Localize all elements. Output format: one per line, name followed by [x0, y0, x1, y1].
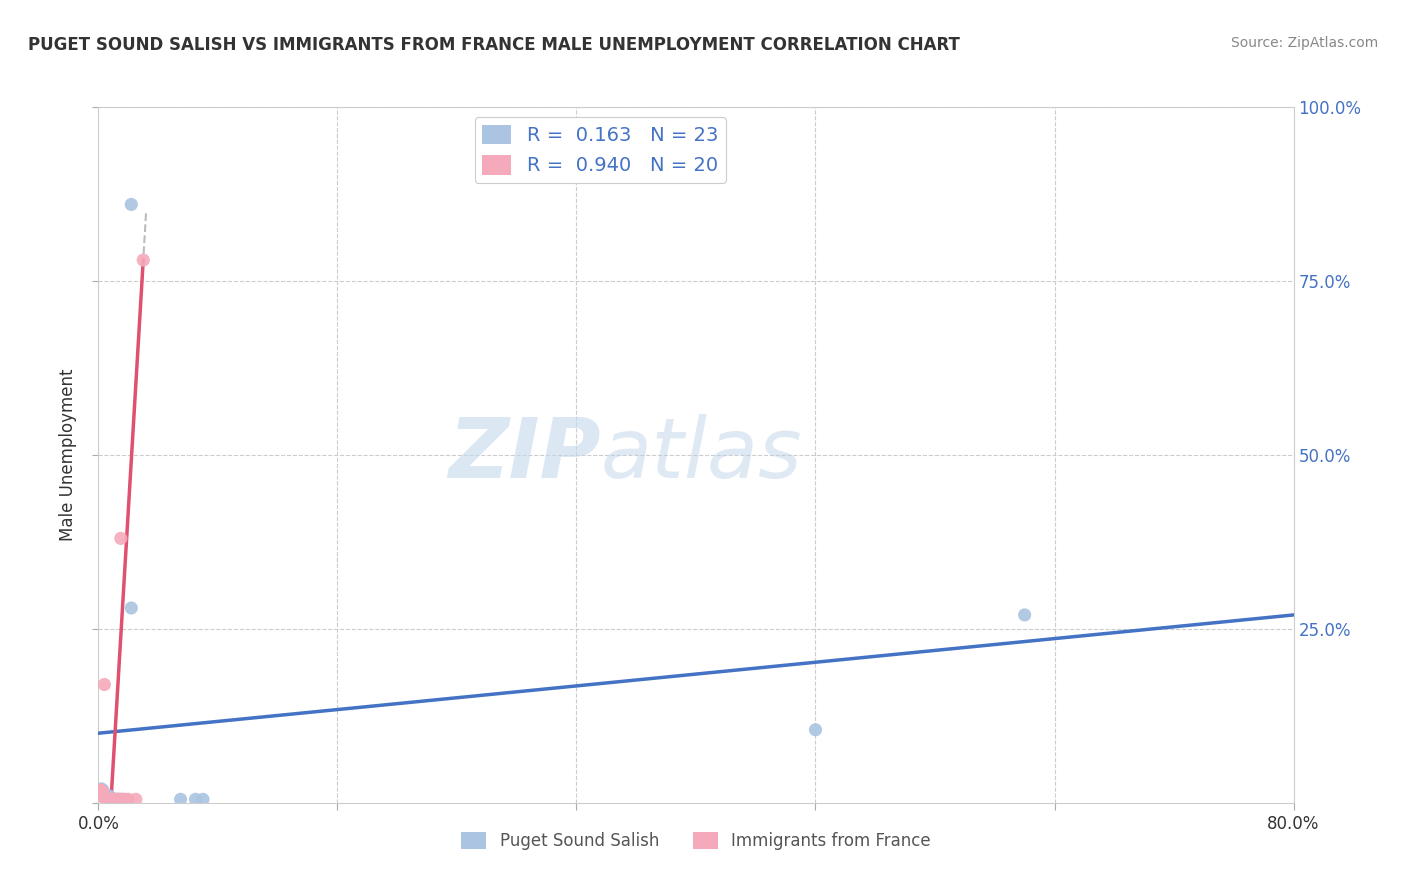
Point [98, 792, 122, 806]
Point [114, 792, 136, 806]
Text: PUGET SOUND SALISH VS IMMIGRANTS FROM FRANCE MALE UNEMPLOYMENT CORRELATION CHART: PUGET SOUND SALISH VS IMMIGRANTS FROM FR… [28, 36, 960, 54]
Point [120, 601, 142, 615]
Point [89, 789, 111, 803]
Point [1014, 607, 1036, 622]
Text: Source: ZipAtlas.com: Source: ZipAtlas.com [1230, 36, 1378, 50]
Point [90, 781, 112, 796]
Point [184, 792, 207, 806]
Point [91, 785, 114, 799]
Point [94, 789, 117, 803]
Point [97, 789, 120, 803]
Point [191, 792, 214, 806]
Point [111, 792, 134, 806]
Point [101, 792, 124, 806]
Point [117, 792, 139, 806]
Point [101, 792, 124, 806]
Y-axis label: Male Unemployment: Male Unemployment [59, 368, 77, 541]
Point [108, 792, 131, 806]
Point [110, 532, 132, 546]
Point [89, 783, 111, 797]
Point [107, 792, 129, 806]
Point [132, 253, 155, 268]
Point [105, 792, 128, 806]
Point [91, 788, 114, 802]
Point [98, 790, 122, 805]
Point [96, 790, 118, 805]
Point [804, 723, 827, 737]
Point [93, 677, 115, 691]
Point [105, 792, 128, 806]
Point [98, 792, 122, 806]
Point [111, 792, 134, 806]
Point [90, 783, 112, 797]
Text: atlas: atlas [600, 415, 801, 495]
Legend: Puget Sound Salish, Immigrants from France: Puget Sound Salish, Immigrants from Fran… [454, 826, 938, 857]
Point [103, 792, 125, 806]
Point [125, 792, 148, 806]
Point [103, 792, 125, 806]
Point [96, 792, 118, 806]
Point [169, 792, 191, 806]
Point [103, 796, 125, 810]
Point [91, 785, 114, 799]
Point [120, 197, 142, 211]
Point [91, 783, 114, 797]
Point [94, 792, 117, 806]
Point [93, 789, 115, 803]
Point [108, 792, 131, 806]
Point [97, 792, 120, 806]
Text: ZIP: ZIP [447, 415, 600, 495]
